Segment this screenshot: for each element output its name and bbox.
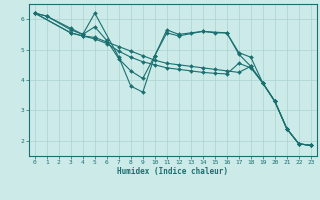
X-axis label: Humidex (Indice chaleur): Humidex (Indice chaleur): [117, 167, 228, 176]
